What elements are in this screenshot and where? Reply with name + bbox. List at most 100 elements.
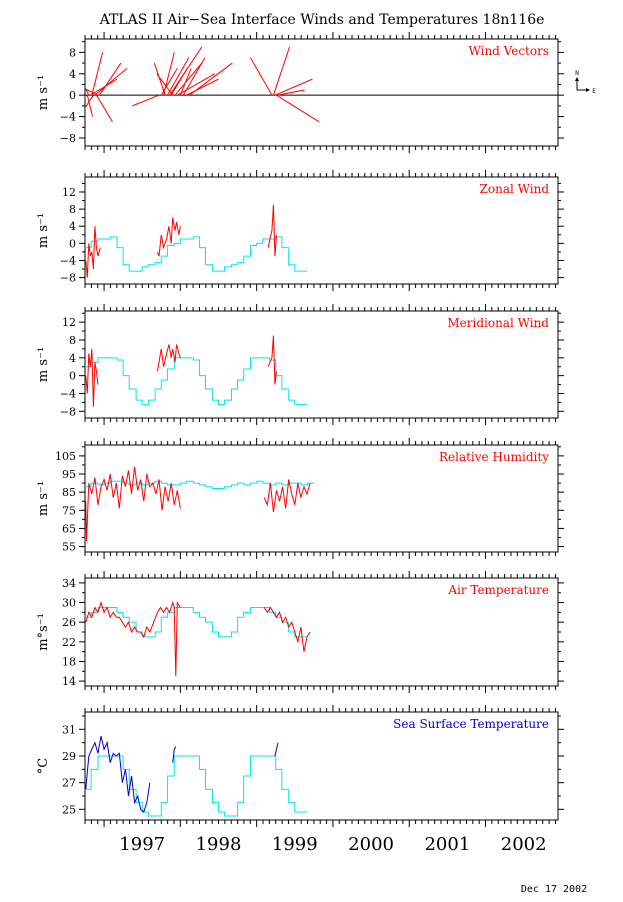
plot-area	[85, 335, 308, 407]
plot-frame	[84, 711, 559, 821]
panel-title: Air Temperature	[447, 583, 549, 597]
wind-vector	[99, 62, 122, 96]
y-tick-label: 31	[62, 723, 76, 736]
plot-frame	[84, 444, 559, 553]
wind-vector	[170, 68, 188, 96]
panel-title: Zonal Wind	[480, 182, 550, 196]
wind-vector	[91, 52, 104, 96]
wind-vector	[156, 73, 174, 96]
wind-vector	[85, 88, 99, 96]
panel-5: 31 29 27 25 °C Sea Surface Temperature	[36, 705, 564, 827]
x-year-label: 1998	[196, 834, 242, 855]
y-axis-label: m°s⁻¹	[36, 613, 51, 651]
wind-vector	[174, 62, 203, 96]
panel-3: 105 95 85 75 65 55 m s⁻¹ Relative Humidity	[36, 438, 564, 559]
plot-frame	[84, 176, 559, 285]
observed-line	[85, 600, 311, 677]
wind-vector	[85, 86, 90, 96]
x-year-label: 2001	[424, 834, 470, 855]
x-year-label: 1997	[119, 834, 165, 855]
panel-4: 34 30 26 22 18 14 m°s⁻¹ Air Temperature	[36, 571, 564, 693]
wind-vector	[85, 94, 94, 109]
panels: 8 4 0 −4 −8 m s⁻¹ Wind Vectors 12 8 4 0 −4 −8 m s⁻¹ Zo…	[36, 32, 564, 827]
y-tick-label: 8	[69, 203, 76, 216]
y-tick-label: −4	[60, 111, 76, 124]
observed-line	[85, 735, 279, 813]
y-tick-label: 8	[69, 334, 76, 347]
wind-vector	[132, 94, 160, 107]
y-axis-label: m s⁻¹	[36, 347, 51, 382]
climatology-line	[85, 755, 308, 817]
y-tick-label: 0	[69, 237, 76, 250]
panel-title: Sea Surface Temperature	[393, 717, 549, 731]
plot-area	[85, 600, 311, 677]
climatology-line	[85, 236, 308, 272]
x-axis-year-labels: 1997 1998 1999 2000 2001 2002	[119, 834, 546, 855]
wind-vector	[86, 95, 94, 117]
climatology-line	[85, 480, 315, 490]
wind-vector	[153, 62, 166, 96]
y-tick-label: 8	[69, 46, 76, 59]
wind-vector	[276, 94, 320, 123]
y-tick-label: 18	[62, 655, 76, 668]
y-tick-label: 12	[62, 186, 76, 199]
wind-vector	[96, 94, 113, 123]
compass-east-label: E	[592, 88, 596, 95]
wind-vector	[177, 73, 216, 96]
wind-vector	[274, 78, 313, 96]
panel-title: Meridional Wind	[447, 316, 549, 330]
y-tick-label: −4	[60, 254, 76, 267]
panel-title: Relative Humidity	[439, 450, 549, 464]
wind-vector	[166, 57, 190, 96]
y-tick-label: 55	[62, 541, 76, 554]
y-axis-label: m s⁻¹	[36, 481, 51, 516]
plot-frame	[84, 38, 559, 147]
panel-title: Wind Vectors	[468, 44, 549, 58]
wind-vector	[277, 89, 305, 96]
x-year-label: 2000	[348, 834, 394, 855]
date-stamp: Dec 17 2002	[521, 884, 587, 895]
x-year-label: 2002	[501, 834, 547, 855]
y-tick-label: 29	[62, 750, 76, 763]
y-tick-label: 85	[62, 486, 76, 499]
plot-area	[85, 46, 558, 123]
x-year-label: 1999	[272, 834, 318, 855]
y-tick-label: 4	[69, 220, 76, 233]
compass-icon: N E	[575, 70, 596, 95]
plot-area	[85, 204, 308, 278]
climatology-line	[85, 606, 308, 638]
y-tick-label: 25	[62, 803, 76, 816]
observed-line	[85, 204, 277, 278]
wind-vector	[182, 57, 206, 96]
y-tick-label: 65	[62, 522, 76, 535]
wind-vector	[163, 52, 175, 96]
y-tick-label: 75	[62, 504, 76, 517]
panel-1: 12 8 4 0 −4 −8 m s⁻¹ Zonal Wind	[36, 170, 564, 291]
y-tick-label: 27	[62, 777, 76, 790]
wind-vector	[189, 62, 233, 96]
y-tick-label: 12	[62, 316, 76, 329]
y-tick-label: 4	[69, 68, 76, 81]
wind-vector	[179, 68, 192, 96]
climatology-line	[85, 357, 308, 406]
y-tick-label: −8	[60, 405, 76, 418]
y-axis-label: °C	[36, 758, 51, 775]
y-tick-label: 30	[62, 597, 76, 610]
y-tick-label: −8	[60, 272, 76, 285]
y-axis-label: m s⁻¹	[36, 213, 51, 248]
y-tick-label: 4	[69, 352, 76, 365]
y-tick-label: 26	[62, 616, 76, 629]
y-axis-label: m s⁻¹	[36, 75, 51, 110]
y-tick-label: −4	[60, 387, 76, 400]
plot-frame	[84, 310, 559, 419]
y-tick-label: 0	[69, 89, 76, 102]
compass-north-label: N	[575, 70, 579, 77]
wind-vector	[90, 78, 118, 96]
panel-0: 8 4 0 −4 −8 m s⁻¹ Wind Vectors	[36, 32, 564, 153]
observed-line	[85, 466, 311, 542]
plot-area	[85, 735, 308, 817]
wind-vector	[272, 46, 290, 96]
figure-title: ATLAS II Air−Sea Interface Winds and Tem…	[99, 12, 545, 28]
panel-2: 12 8 4 0 −4 −8 m s⁻¹ Meridional Wind	[36, 304, 564, 425]
